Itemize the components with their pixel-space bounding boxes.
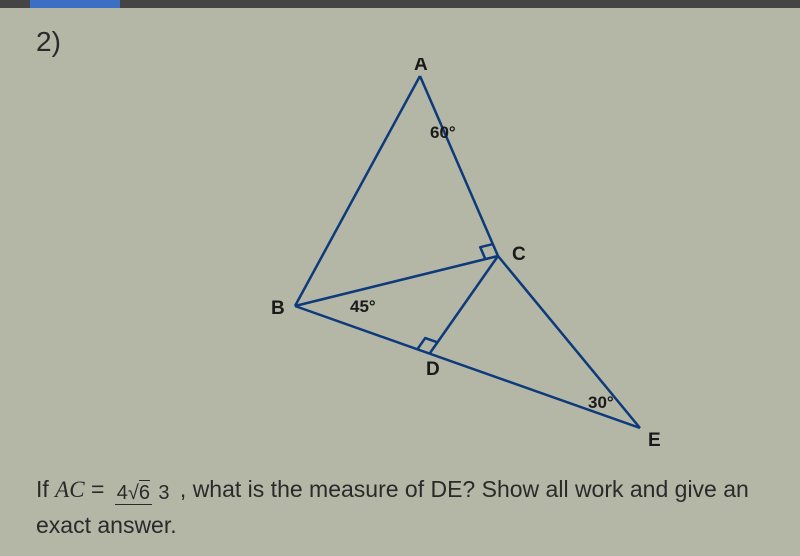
radical: √ <box>128 482 139 504</box>
svg-text:B: B <box>271 298 285 319</box>
svg-text:A: A <box>414 58 428 75</box>
question-number: 2) <box>36 26 764 58</box>
prompt-line2: exact answer. <box>36 512 177 538</box>
fraction: 4√6 3 <box>115 474 170 509</box>
frac-num-coeff: 4 <box>117 482 128 504</box>
svg-text:30°: 30° <box>588 393 614 412</box>
frac-num-radicand: 6 <box>139 480 150 504</box>
prompt-pre: If <box>36 476 55 502</box>
svg-text:D: D <box>426 359 440 380</box>
geometry-diagram: A B C D E 60° 45° 30° <box>120 58 680 458</box>
svg-text:E: E <box>648 430 661 451</box>
svg-text:C: C <box>512 244 526 265</box>
question-text: If AC = 4√6 3 , what is the measure of D… <box>36 472 764 543</box>
svg-text:45°: 45° <box>350 297 376 316</box>
svg-text:60°: 60° <box>430 123 456 142</box>
prompt-post: , what is the measure of DE? Show all wo… <box>180 476 749 502</box>
frac-denom: 3 <box>158 482 169 504</box>
equals: = <box>91 476 111 502</box>
formula-lhs: AC <box>55 477 84 502</box>
